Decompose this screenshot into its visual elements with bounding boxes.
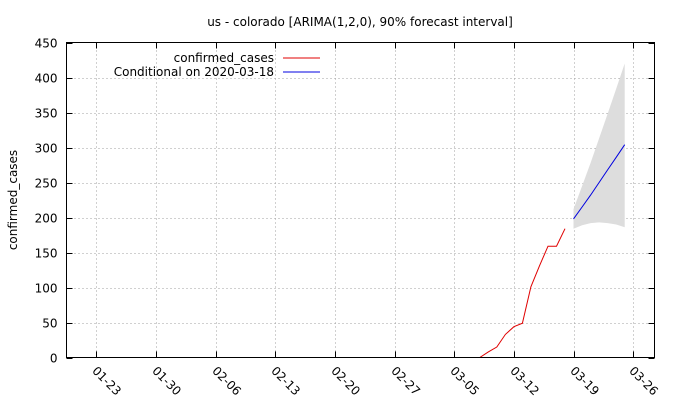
y-tick-label: 0 [50, 352, 58, 366]
y-tick-label: 150 [35, 247, 58, 261]
x-tick-label: 03-12 [507, 364, 542, 399]
x-tick-label: 02-06 [209, 364, 244, 399]
chart-title: us - colorado [ARIMA(1,2,0), 90% forecas… [207, 15, 513, 29]
axis-ticks: 0 50 100 150 200 250 300 350 400 450 01-23 01-30 02-… [35, 37, 661, 399]
legend-label: Conditional on 2020-03-18 [114, 65, 274, 79]
x-tick-label: 02-13 [268, 364, 303, 399]
x-tick-label: 01-23 [89, 364, 124, 399]
forecast-interval-band [573, 63, 625, 229]
y-tick-label: 250 [35, 177, 58, 191]
plot-frame [66, 42, 655, 358]
y-tick-label: 350 [35, 107, 58, 121]
forecast-line [573, 144, 626, 220]
y-axis-label: confirmed_cases [6, 150, 20, 250]
x-tick-label: 03-05 [447, 364, 482, 399]
legend-label: confirmed_cases [174, 51, 274, 65]
y-tick-label: 200 [35, 212, 58, 226]
grid-lines [66, 42, 655, 358]
x-tick-label: 02-27 [388, 364, 423, 399]
y-tick-label: 450 [35, 37, 58, 51]
x-tick-label: 03-26 [626, 364, 661, 399]
x-tick-label: 03-19 [567, 364, 602, 399]
y-tick-label: 300 [35, 142, 58, 156]
x-tick-label: 02-20 [328, 364, 363, 399]
x-tick-label: 01-30 [149, 364, 184, 399]
y-tick-label: 400 [35, 72, 58, 86]
y-tick-label: 100 [35, 282, 58, 296]
confirmed-cases-line [479, 228, 566, 358]
y-tick-label: 50 [42, 317, 57, 331]
